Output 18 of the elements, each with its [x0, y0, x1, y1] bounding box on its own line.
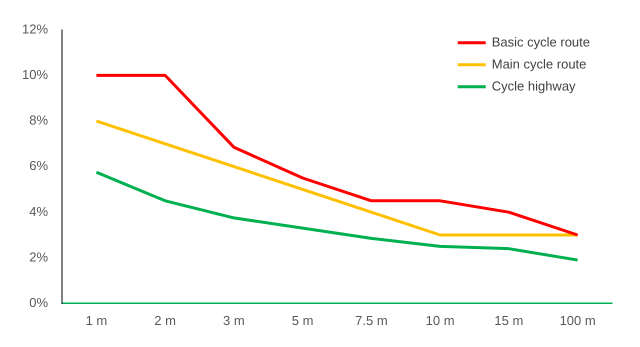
x-tick-label: 1 m	[86, 312, 108, 328]
y-tick-label: 6%	[29, 158, 48, 174]
legend-label: Basic cycle route	[492, 34, 590, 50]
y-tick-label: 8%	[29, 112, 48, 128]
x-tick-label: 2 m	[154, 312, 176, 328]
y-tick-label: 4%	[29, 204, 48, 219]
y-tick-label: 12%	[22, 21, 48, 36]
y-tick-label: 0%	[29, 294, 48, 310]
x-tick-label: 15 m	[494, 312, 524, 328]
legend-label: Cycle highway	[492, 78, 576, 94]
x-tick-label: 5 m	[292, 312, 314, 328]
x-tick-label: 3 m	[223, 312, 245, 328]
y-tick-label: 10%	[22, 66, 48, 82]
x-tick-label: 100 m	[560, 312, 596, 328]
x-tick-label: 10 m	[426, 312, 455, 328]
x-tick-label: 7.5 m	[355, 312, 388, 328]
y-tick-label: 2%	[29, 249, 48, 264]
legend-label: Main cycle route	[492, 56, 586, 72]
